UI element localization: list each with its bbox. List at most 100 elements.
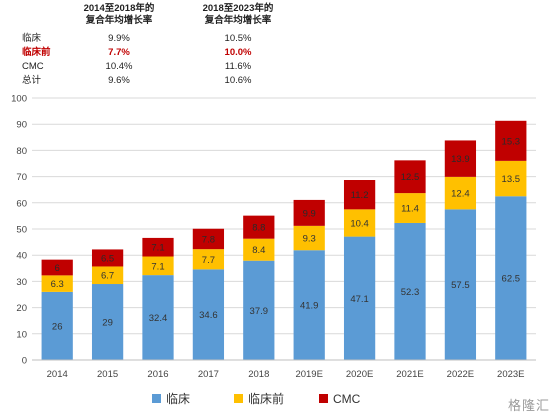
bar-segment	[444, 176, 477, 210]
cagr-row-value-1: 9.6%	[108, 75, 130, 86]
bar-segment	[192, 269, 225, 360]
bar-segment	[243, 238, 275, 261]
data-label: 11.4	[401, 204, 419, 215]
bar-segment	[495, 120, 527, 161]
cagr-row-value-1: 9.9%	[108, 33, 130, 44]
data-label: 7.8	[202, 234, 215, 245]
legend-swatch	[152, 394, 161, 403]
data-label: 7.7	[202, 255, 215, 266]
legend-swatch	[234, 394, 243, 403]
bars: 26 6.3 6 29 6.7 6.5 32.4 7.1 7.1 34.6 7.7 7.8 37.9 8.…	[41, 120, 527, 360]
bar-segment	[142, 256, 174, 276]
x-axis: 2014 2015 2016 2017 2018 2019E 2020E 2021E 2022E…	[32, 359, 536, 380]
bar-segment	[243, 215, 275, 239]
bar-segment	[91, 249, 124, 267]
data-label: 26	[52, 321, 63, 332]
y-tick-label: 40	[16, 251, 27, 262]
cagr-row-value-2: 10.5%	[224, 33, 252, 44]
cagr-header-2: 2018至2023年的 复合年均增长率	[202, 3, 274, 26]
legend-swatch	[319, 394, 328, 403]
data-label: 34.6	[199, 310, 218, 321]
bar-segment	[192, 228, 225, 250]
y-tick-label: 0	[22, 356, 27, 367]
y-axis: 0 10 20 30 40 50 60 70 80 90 100	[11, 94, 27, 367]
x-tick-label: 2018	[248, 369, 269, 380]
data-label: 57.5	[451, 280, 470, 291]
data-label: 7.1	[151, 261, 164, 272]
x-tick-label: 2020E	[346, 369, 373, 380]
data-label: 6	[55, 263, 60, 274]
data-label: 13.9	[451, 154, 470, 165]
data-label: 13.5	[502, 174, 521, 185]
bar-segment	[343, 180, 376, 210]
y-tick-label: 60	[16, 198, 27, 209]
data-label: 8.8	[252, 223, 265, 234]
bar-segment	[243, 260, 275, 360]
y-tick-label: 50	[16, 225, 27, 236]
bar-segment	[394, 193, 426, 223]
legend-label: 临床前	[248, 391, 284, 406]
data-label: 37.9	[250, 306, 269, 317]
data-label: 29	[102, 318, 113, 329]
data-label: 6.7	[101, 271, 114, 282]
x-tick-label: 2014	[47, 369, 68, 380]
bar-segment	[495, 196, 527, 360]
cagr-row-value-2: 10.0%	[224, 47, 252, 58]
x-tick-label: 2019E	[295, 369, 322, 380]
cagr-header-1: 2014至2018年的 复合年均增长率	[83, 3, 155, 26]
data-label: 12.4	[451, 189, 470, 200]
x-tick-label: 2021E	[396, 369, 423, 380]
bar-segment	[394, 222, 426, 360]
y-tick-label: 90	[16, 120, 27, 131]
bar-segment	[142, 275, 174, 360]
data-label: 41.9	[300, 301, 319, 312]
data-label: 10.4	[350, 218, 369, 229]
bar-segment	[192, 249, 225, 270]
y-tick-label: 10	[16, 329, 27, 340]
data-label: 15.3	[502, 136, 521, 147]
cagr-table: 2014至2018年的 复合年均增长率 2018至2023年的 复合年均增长率临床…	[0, 0, 554, 92]
cagr-row-label: CMC	[22, 61, 44, 72]
cagr-row-label: 总计	[22, 75, 42, 86]
y-tick-label: 100	[11, 94, 27, 105]
x-tick-label: 2016	[147, 369, 168, 380]
cagr-row-value-2: 10.6%	[224, 75, 252, 86]
x-tick-label: 2015	[97, 369, 118, 380]
watermark: 格隆汇	[507, 398, 550, 413]
bar-segment	[41, 259, 73, 276]
bar-segment	[41, 291, 73, 360]
y-tick-label: 80	[16, 146, 27, 157]
bar-segment	[394, 160, 426, 194]
data-label: 12.5	[401, 172, 420, 183]
data-label: 47.1	[350, 294, 369, 305]
cagr-row-label: 临床前	[22, 47, 51, 58]
bar-segment	[343, 236, 376, 360]
legend-label: 临床	[166, 392, 190, 406]
x-tick-label: 2022E	[447, 369, 474, 380]
bar-segment	[293, 225, 325, 251]
data-label: 8.4	[252, 245, 265, 256]
bar-segment	[293, 250, 325, 360]
cagr-row-label: 临床	[22, 33, 42, 44]
data-label: 9.9	[303, 208, 316, 219]
cagr-row-value-1: 7.7%	[108, 47, 130, 58]
y-tick-label: 30	[16, 277, 27, 288]
legend-label: CMC	[333, 392, 361, 406]
bar-segment	[444, 209, 477, 360]
cagr-row-value-1: 10.4%	[105, 61, 133, 72]
data-label: 6.3	[51, 279, 64, 290]
bar-segment	[444, 140, 477, 177]
bar-segment	[91, 284, 124, 360]
data-label: 32.4	[149, 313, 168, 324]
data-label: 7.1	[151, 243, 164, 254]
data-label: 6.5	[101, 253, 114, 264]
bar-segment	[41, 275, 73, 292]
y-tick-label: 70	[16, 172, 27, 183]
data-label: 62.5	[502, 274, 521, 285]
bar-segment	[91, 266, 124, 285]
bar-segment	[495, 160, 527, 197]
cagr-row-value-2: 11.6%	[224, 61, 252, 72]
data-label: 9.3	[303, 234, 316, 245]
bar-segment	[343, 209, 376, 237]
